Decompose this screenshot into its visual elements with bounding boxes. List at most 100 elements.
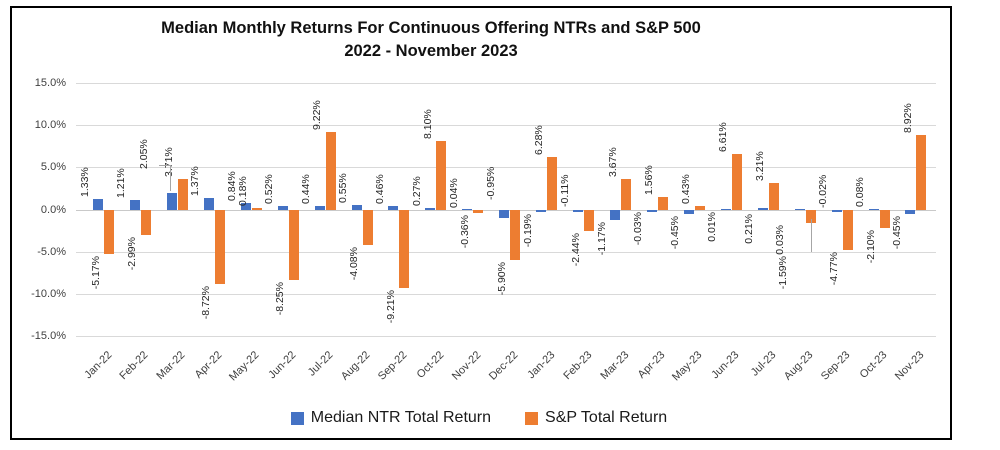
data-label-sp-sep-22: -9.21%: [384, 289, 397, 324]
bar-ntr-jan-23: [536, 210, 547, 212]
data-label-sp-jun-22: -8.25%: [274, 281, 287, 316]
legend-swatch-sp-icon: [525, 411, 539, 425]
data-label-ntr-nov-23: -0.45%: [890, 215, 903, 250]
data-label-sp-apr-23: 1.56%: [643, 165, 656, 195]
data-label-ntr-jun-23: 0.01%: [706, 212, 719, 242]
data-label-sp-aug-22: -4.08%: [348, 246, 360, 280]
gridline: [76, 251, 936, 253]
bar-sp-mar-22: [177, 178, 188, 210]
data-label-sp-may-22: 0.18%: [237, 176, 250, 207]
bar-sp-feb-23: [584, 210, 595, 231]
data-label-sp-nov-23: 8.92%: [901, 102, 914, 133]
y-tick-label: -5.0%: [37, 245, 66, 258]
bar-ntr-jun-23: [720, 208, 731, 210]
bar-sp-apr-22: [214, 210, 225, 284]
bar-ntr-sep-22: [388, 206, 399, 210]
bar-sp-may-22: [251, 208, 262, 210]
bar-sp-jun-22: [288, 210, 299, 280]
chart-border: [10, 6, 952, 440]
chart-title-line2: 2022 - November 2023: [344, 42, 518, 60]
data-label-sp-jul-22: 9.22%: [311, 100, 324, 130]
data-label-sp-aug-23: -1.59%: [777, 256, 790, 290]
data-label-ntr-feb-22: 1.21%: [115, 167, 128, 198]
bar-sp-aug-22: [362, 210, 373, 245]
label-leader-line: [811, 219, 812, 252]
data-label-ntr-sep-22: 0.46%: [373, 174, 386, 205]
data-label-ntr-sep-23: -0.02%: [817, 174, 830, 208]
data-label-ntr-feb-23: -0.11%: [558, 174, 571, 208]
bar-ntr-oct-23: [868, 208, 879, 210]
bar-ntr-mar-22: [166, 192, 177, 210]
label-leader-line: [170, 165, 171, 191]
data-label-sp-apr-22: -8.72%: [200, 285, 213, 320]
data-label-ntr-mar-23: -1.17%: [595, 221, 608, 256]
data-label-ntr-dec-22: -0.95%: [484, 166, 497, 200]
bar-sp-jul-22: [325, 131, 336, 210]
data-label-sp-oct-22: 8.10%: [421, 109, 434, 140]
bar-sp-nov-23: [916, 134, 927, 210]
bar-ntr-jul-23: [757, 208, 768, 210]
bar-ntr-apr-22: [203, 198, 214, 210]
y-tick-label: -10.0%: [31, 288, 66, 301]
legend: Median NTR Total Return S&P Total Return: [10, 404, 948, 432]
gridline: [76, 294, 936, 296]
bar-sp-sep-22: [399, 210, 410, 288]
data-label-sp-may-23: 0.43%: [680, 174, 693, 205]
y-tick-label: -15.0%: [31, 330, 66, 343]
legend-item-sp: S&P Total Return: [525, 409, 667, 427]
bar-ntr-jan-22: [93, 198, 103, 210]
data-label-sp-jul-23: 3.21%: [754, 151, 767, 181]
bar-ntr-apr-23: [646, 210, 657, 212]
chart-title: Median Monthly Returns For Continuous Of…: [80, 17, 782, 63]
bar-ntr-dec-22: [499, 210, 510, 219]
legend-label-ntr: Median NTR Total Return: [310, 409, 492, 426]
data-label-ntr-aug-22: 0.55%: [337, 173, 349, 204]
bar-ntr-nov-22: [462, 208, 473, 210]
data-label-ntr-nov-22: 0.04%: [447, 177, 460, 208]
data-label-ntr-apr-23: -0.03%: [632, 212, 645, 246]
bar-ntr-jul-22: [314, 206, 325, 210]
bar-ntr-nov-23: [905, 210, 916, 214]
bar-sp-sep-23: [842, 210, 853, 251]
data-label-sp-dec-22: -5.90%: [495, 261, 508, 296]
data-label-sp-sep-23: -4.77%: [828, 252, 841, 286]
bar-sp-feb-22: [140, 210, 151, 236]
gridline: [76, 82, 936, 84]
data-label-sp-mar-23: 3.67%: [606, 147, 619, 177]
bar-sp-nov-22: [473, 210, 484, 214]
bar-sp-jun-23: [731, 154, 742, 210]
legend-item-ntr: Median NTR Total Return: [290, 409, 492, 427]
bar-ntr-aug-23: [794, 208, 805, 210]
bar-ntr-jun-22: [277, 205, 288, 210]
data-label-ntr-jan-23: -0.19%: [521, 213, 534, 247]
bar-sp-aug-23: [805, 210, 816, 224]
data-label-ntr-jan-22: 1.33%: [78, 166, 91, 197]
gridline: [76, 167, 936, 169]
bar-sp-jan-22: [104, 210, 114, 254]
data-label-ntr-may-23: -0.45%: [669, 215, 682, 250]
data-label-ntr-oct-22: 0.27%: [410, 175, 423, 206]
data-label-ntr-mar-22: 2.05%: [138, 138, 151, 169]
bar-ntr-mar-23: [610, 210, 621, 220]
y-tick-label: 10.0%: [34, 118, 66, 131]
data-label-ntr-apr-22: 1.37%: [189, 166, 202, 197]
data-label-ntr-oct-23: 0.08%: [854, 177, 867, 208]
data-label-sp-jan-23: 6.28%: [532, 125, 545, 155]
y-tick-label: 0.0%: [40, 203, 66, 216]
data-label-ntr-jul-22: 0.44%: [300, 174, 313, 205]
bar-sp-oct-22: [436, 141, 447, 210]
data-label-sp-feb-23: -2.44%: [569, 232, 582, 266]
bar-sp-oct-23: [879, 210, 890, 228]
bar-ntr-sep-23: [831, 210, 842, 212]
gridline: [76, 336, 936, 338]
data-label-ntr-jun-22: 0.52%: [263, 173, 276, 204]
chart-title-line1: Median Monthly Returns For Continuous Of…: [161, 19, 701, 37]
bar-sp-mar-23: [621, 178, 632, 210]
bar-sp-may-23: [694, 206, 705, 210]
data-label-sp-feb-22: -2.99%: [126, 237, 139, 271]
data-label-sp-jan-22: -5.17%: [89, 255, 102, 290]
bar-ntr-oct-22: [425, 207, 436, 210]
data-label-sp-jun-23: 6.61%: [717, 122, 730, 153]
legend-label-sp: S&P Total Return: [545, 409, 668, 426]
